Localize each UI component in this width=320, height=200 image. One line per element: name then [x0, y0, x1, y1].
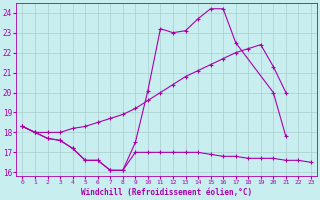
X-axis label: Windchill (Refroidissement éolien,°C): Windchill (Refroidissement éolien,°C) — [81, 188, 252, 197]
